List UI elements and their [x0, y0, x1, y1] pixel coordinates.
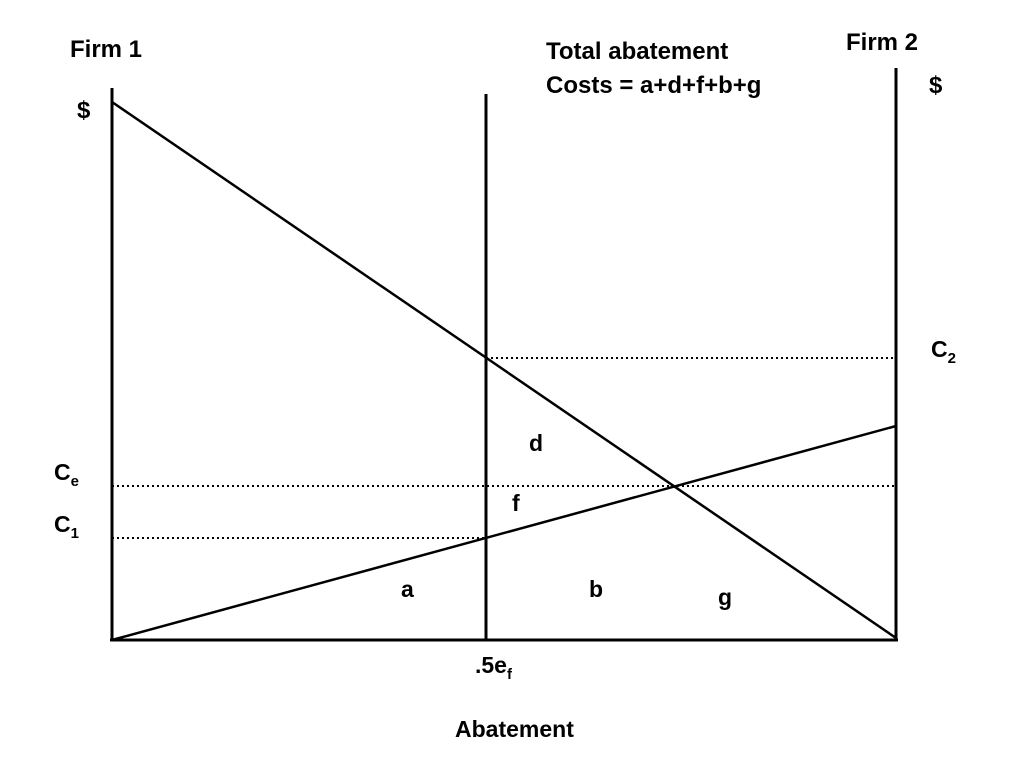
ce-label: Ce [54, 459, 79, 490]
firm1-marginal-cost-line [111, 100, 897, 640]
region-d-label: d [529, 430, 543, 456]
total-cost-title-line1: Total abatement [546, 38, 728, 65]
region-a-label: a [401, 576, 414, 602]
c2-label: C2 [931, 336, 956, 367]
region-g-label: g [718, 584, 732, 610]
total-cost-title-line2: Costs = a+d+f+b+g [546, 72, 761, 99]
region-f-label: f [512, 490, 520, 516]
firm2-marginal-cost-line [111, 424, 897, 642]
region-b-label: b [589, 576, 603, 602]
right-dollar-label: $ [929, 72, 943, 99]
x-axis-title: Abatement [455, 716, 574, 742]
half-emissions-tick-label: .5ef [475, 652, 513, 683]
left-dollar-label: $ [77, 97, 91, 124]
firm2-label: Firm 2 [846, 29, 918, 56]
firm1-label: Firm 1 [70, 36, 142, 63]
c1-label: C1 [54, 511, 79, 542]
